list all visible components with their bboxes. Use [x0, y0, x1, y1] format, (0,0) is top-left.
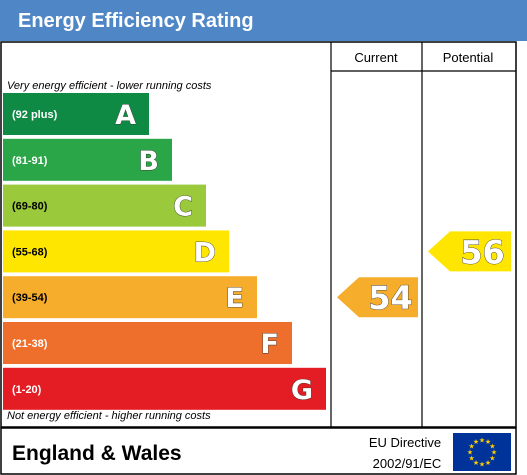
chart-title: Energy Efficiency Rating — [18, 10, 254, 32]
potential-column-header: Potential — [443, 50, 494, 65]
eu-star: ★ — [485, 438, 491, 446]
footer-frame — [0, 427, 517, 475]
band-bar — [3, 367, 326, 410]
eu-star: ★ — [479, 461, 485, 469]
band-bar — [3, 230, 229, 273]
band-g: (1-20) G — [3, 367, 326, 410]
rating-pointers: 54 56 — [337, 231, 511, 318]
eu-flag-icon: ★ ★★★★★★★★★★★ — [453, 433, 511, 471]
eu-star: ★ — [479, 437, 485, 445]
band-range-label: (55-68) — [12, 246, 48, 258]
band-bar — [3, 184, 206, 227]
band-bar — [3, 138, 172, 181]
eu-star: ★ — [468, 455, 474, 463]
potential-rating-value: 56 — [460, 233, 505, 271]
band-a: (92 plus) A — [3, 93, 149, 135]
current-rating: 54 — [337, 277, 418, 318]
band-letter: E — [226, 283, 244, 314]
directive-label: EU Directive — [369, 435, 441, 450]
region-label: England & Wales — [12, 442, 182, 465]
band-letter: A — [115, 100, 136, 131]
band-bar — [3, 93, 149, 135]
directive-number: 2002/91/EC — [373, 456, 442, 471]
rating-bands: (92 plus) A (81-91) B (69-80) C (55-68) D (39-54… — [3, 93, 326, 410]
eu-star: ★ — [467, 449, 473, 457]
band-bar — [3, 276, 257, 319]
band-letter: F — [261, 329, 279, 360]
band-f: (21-38) F — [3, 322, 292, 364]
band-range-label: (39-54) — [12, 292, 48, 304]
eu-star: ★ — [485, 459, 491, 467]
eu-star: ★ — [491, 449, 497, 457]
current-rating-value: 54 — [368, 279, 413, 317]
chart-frame — [0, 41, 517, 428]
eu-star: ★ — [473, 459, 479, 467]
current-column-header: Current — [354, 50, 398, 65]
potential-rating-arrow — [428, 231, 511, 272]
title-bar — [0, 0, 527, 41]
eu-star: ★ — [489, 455, 495, 463]
band-range-label: (92 plus) — [12, 109, 58, 121]
current-rating-arrow — [337, 277, 418, 318]
eu-star: ★ — [468, 443, 474, 451]
band-bar — [3, 322, 292, 364]
band-d: (55-68) D — [3, 230, 229, 273]
band-c: (69-80) C — [3, 184, 206, 227]
bottom-note: Not energy efficient - higher running co… — [7, 410, 211, 422]
potential-rating: 56 — [428, 231, 511, 272]
eu-star: ★ — [489, 443, 495, 451]
band-letter: B — [138, 146, 159, 177]
band-range-label: (81-91) — [12, 155, 48, 167]
band-e: (39-54) E — [3, 276, 257, 319]
band-range-label: (69-80) — [12, 201, 48, 213]
band-range-label: (1-20) — [12, 384, 42, 396]
band-letter: G — [291, 375, 313, 406]
eu-star: ★ — [473, 438, 479, 446]
band-letter: D — [194, 237, 216, 268]
band-b: (81-91) B — [3, 138, 172, 181]
top-note: Very energy efficient - lower running co… — [7, 80, 212, 92]
band-letter: C — [173, 192, 193, 223]
band-range-label: (21-38) — [12, 338, 48, 350]
